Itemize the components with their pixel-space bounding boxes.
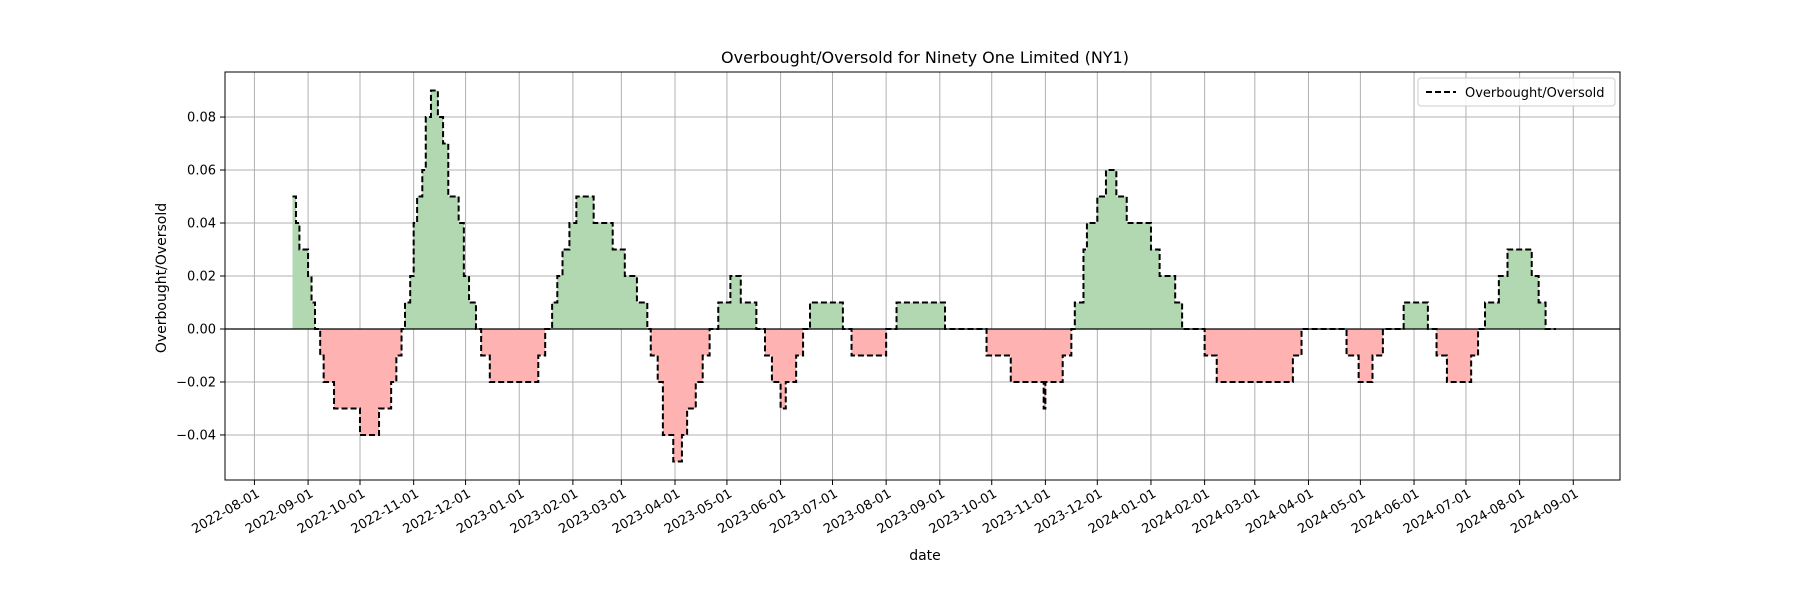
y-tick-label: −0.04 <box>176 428 216 443</box>
legend-entry-label: Overbought/Oversold <box>1465 86 1605 101</box>
y-tick-label: −0.02 <box>176 375 216 390</box>
legend-box <box>1417 77 1616 107</box>
chart-title: Overbought/Oversold for Ninety One Limit… <box>721 48 1129 67</box>
y-tick-label: 0.08 <box>187 111 216 126</box>
x-axis-label: date <box>909 548 941 564</box>
y-tick-label: 0.02 <box>187 270 216 285</box>
y-axis-label: Overbought/Oversold <box>154 203 170 353</box>
y-tick-label: 0.04 <box>187 217 216 232</box>
y-tick-label: 0.06 <box>187 164 216 179</box>
area-fills <box>292 90 1556 462</box>
series-line <box>292 89 1556 463</box>
y-axis: −0.04 −0.02 0.00 0.02 0.04 0.06 0.08 <box>176 111 225 443</box>
oversold-fill <box>292 328 1556 462</box>
overbought-fill <box>292 90 1546 329</box>
legend: Overbought/Oversold <box>1417 77 1616 107</box>
grid-lines <box>225 72 1620 480</box>
y-tick-label: 0.00 <box>187 322 216 337</box>
